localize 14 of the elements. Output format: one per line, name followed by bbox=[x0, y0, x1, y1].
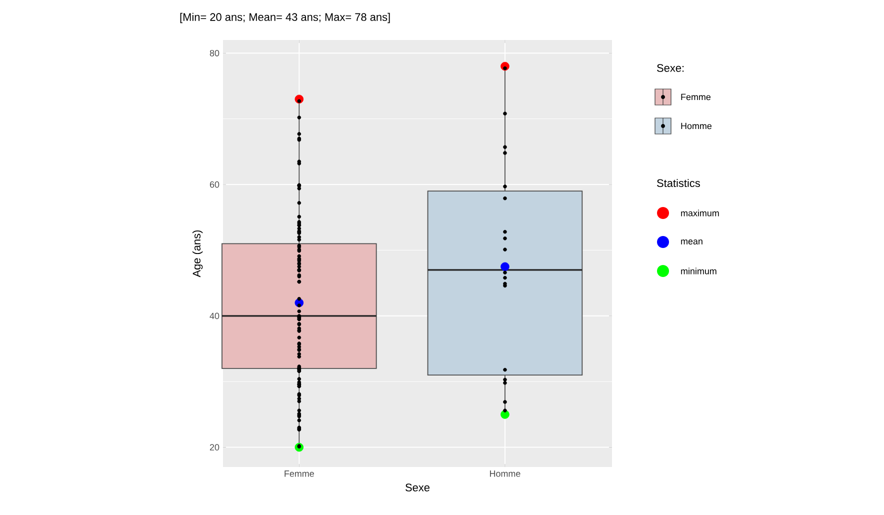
legend-title: Sexe: bbox=[657, 64, 684, 72]
x-axis-title: Sexe bbox=[406, 484, 430, 492]
y-tick-label: 20 bbox=[210, 444, 220, 450]
legend-label: Femme bbox=[681, 94, 711, 100]
y-tick-label: 40 bbox=[210, 312, 220, 320]
y-tick-label: 80 bbox=[210, 50, 220, 56]
y-tick-label: 60 bbox=[210, 181, 220, 188]
legend-label: Homme bbox=[681, 122, 712, 130]
y-axis-title: Age (ans) bbox=[192, 230, 203, 278]
legend-label: maximum bbox=[681, 210, 719, 216]
legend-label: mean bbox=[681, 240, 702, 244]
chart-title: [Min= 20 ans; Mean= 43 ans; Max= 78 ans] bbox=[180, 12, 390, 24]
legend-label: minimum bbox=[681, 268, 716, 274]
text: Statistics bbox=[657, 178, 700, 188]
